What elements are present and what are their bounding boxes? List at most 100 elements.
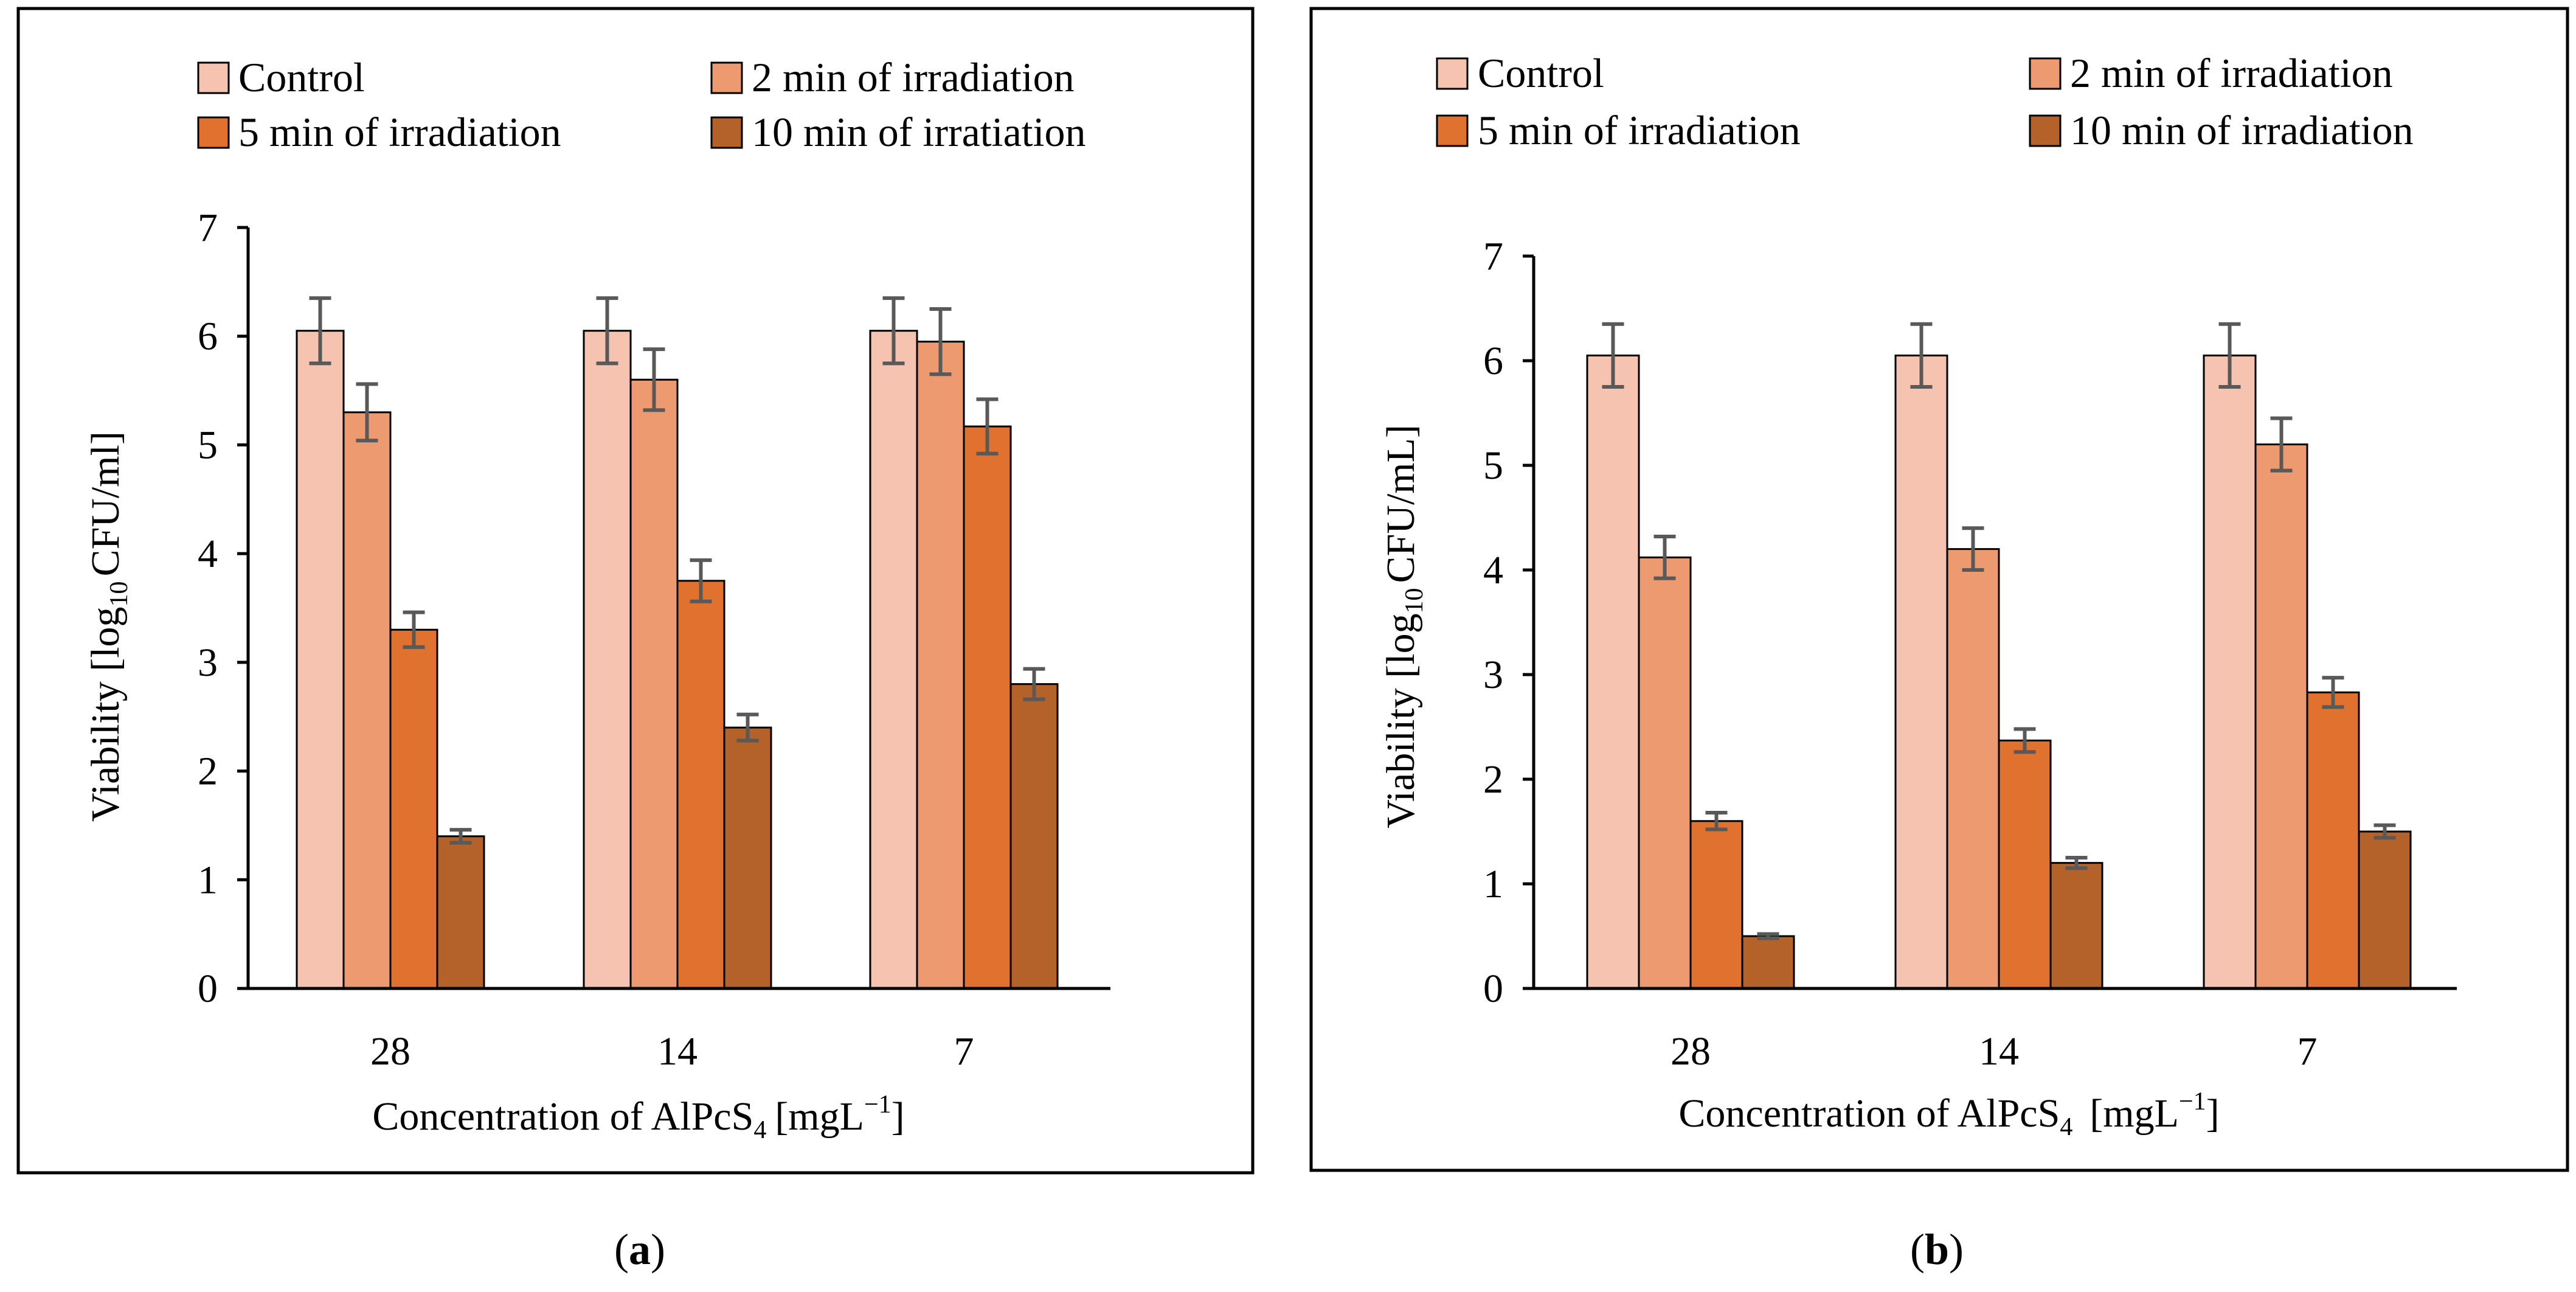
error-bar-a-7-s2 [976, 397, 999, 456]
x-axis-title-a-main: Concentration of AlPcS [372, 1094, 753, 1139]
x-axis-title-a: Concentration of AlPcS4 [mgL−1] [372, 1091, 904, 1144]
y-tick-label-a-4: 4 [198, 532, 218, 576]
y-tick-label-b-2: 2 [1483, 757, 1503, 802]
x-axis-title-b-end: ] [2206, 1091, 2220, 1136]
x-tick-label-a-28: 28 [370, 1029, 410, 1074]
y-tick-label-b-1: 1 [1483, 862, 1503, 906]
x-axis-title-a-sub: 4 [753, 1116, 766, 1144]
x-tick-label-a-14: 14 [657, 1029, 698, 1074]
legend-b-swatch-3 [2029, 114, 2062, 147]
bar-a-28-s3 [436, 835, 485, 990]
error-bar-b-7-s0 [2218, 322, 2241, 389]
y-tick-label-a-6: 6 [198, 314, 218, 359]
y-tick-label-b-5: 5 [1483, 443, 1503, 488]
legend-b-label-0: Control [1478, 50, 1604, 96]
panel-b-caption: (b) [1910, 1225, 1964, 1274]
y-tick-label-a-3: 3 [198, 641, 218, 685]
bar-a-7-s2 [963, 425, 1012, 990]
bar-a-28-s1 [342, 411, 392, 990]
y-tick-label-b-7: 7 [1483, 234, 1503, 279]
y-axis-title-b-main: Viability [log [1379, 613, 1423, 828]
legend-b-swatch-2 [1436, 114, 1469, 147]
bar-a-14-s0 [583, 330, 632, 990]
x-axis-title-b-sup: −1 [2179, 1088, 2206, 1116]
bar-a-7-s3 [1009, 683, 1059, 990]
legend-a-label-3: 10 min of irratiation [752, 109, 1086, 155]
plot-area-b: 28 14 7 0 1 2 3 4 5 6 7 [1483, 234, 2457, 1074]
error-bar-a-28-s1 [356, 382, 378, 443]
legend-a-swatch-1 [710, 61, 743, 94]
panel-a-caption: (a) [614, 1225, 665, 1274]
legend-a-swatch-0 [197, 61, 230, 94]
y-axis-title-b: Viability [log10 CFU/mL] [1379, 425, 1428, 828]
legend-b-swatch-0 [1436, 57, 1469, 90]
x-tick-label-b-28: 28 [1671, 1029, 1711, 1074]
bar-b-14-s1 [1946, 548, 2000, 990]
bar-b-14-s0 [1894, 354, 1948, 990]
bar-a-14-s2 [676, 580, 725, 990]
panel-b: Control 2 min of irradiation 5 min of ir… [1309, 7, 2569, 1274]
x-tick-label-a-7: 7 [954, 1029, 974, 1074]
y-tick-label-a-5: 5 [198, 423, 218, 467]
error-bar-b-7-s2 [2322, 676, 2344, 709]
y-axis-title-a-sub: 10 [105, 581, 133, 606]
error-bar-a-14-s0 [596, 296, 618, 366]
bar-b-28-s0 [1586, 354, 1640, 990]
error-bar-b-28-s3 [1757, 932, 1779, 940]
x-tick-label-b-14: 14 [1979, 1029, 2019, 1074]
panel-b-label: b [1925, 1225, 1949, 1274]
bar-b-7-s1 [2254, 443, 2308, 990]
error-bar-b-14-s1 [1962, 526, 1984, 572]
y-tick-label-a-7: 7 [198, 206, 218, 250]
y-axis-title-a: Viability [log10 CFU/ml] [83, 431, 133, 822]
error-bar-b-14-s3 [2065, 856, 2088, 870]
error-bar-a-7-s3 [1023, 667, 1045, 701]
legend-a-label-1: 2 min of irradiation [752, 54, 1075, 100]
bar-b-14-s2 [1998, 739, 2052, 990]
legend-a-label-2: 5 min of irradiation [238, 109, 561, 155]
legend-b-label-3: 10 min of irradiation [2070, 107, 2414, 153]
y-axis-title-b-sub: 10 [1401, 588, 1428, 613]
error-bar-b-28-s1 [1653, 534, 1676, 580]
bar-a-7-s1 [916, 341, 965, 990]
bar-a-14-s3 [723, 726, 772, 990]
error-bar-b-7-s1 [2270, 416, 2293, 473]
bar-b-28-s1 [1638, 556, 1692, 990]
legend-a-swatch-3 [710, 116, 743, 149]
error-bar-b-28-s0 [1602, 322, 1624, 389]
legend-b-label-1: 2 min of irradiation [2070, 50, 2393, 96]
error-bar-b-14-s0 [1910, 322, 1933, 389]
legend-a-label-0: Control [238, 54, 365, 100]
error-bar-a-14-s3 [736, 712, 759, 743]
panel-a: Control 2 min of irradiation 5 min of ir… [16, 7, 1255, 1274]
y-tick-label-b-0: 0 [1483, 967, 1503, 1011]
x-axis-title-b-sub: 4 [2060, 1113, 2072, 1141]
legend-b-swatch-1 [2029, 57, 2062, 90]
error-bar-a-28-s3 [449, 828, 472, 845]
bar-a-28-s2 [389, 628, 438, 990]
y-axis-title-a-main: Viability [log [83, 606, 128, 822]
bar-a-7-s0 [869, 330, 918, 990]
legend-b: Control 2 min of irradiation 5 min of ir… [1436, 50, 2414, 153]
y-tick-label-a-0: 0 [198, 967, 218, 1011]
x-axis-title-a-unit: [mgL [775, 1094, 864, 1139]
error-bar-b-14-s2 [2013, 727, 2036, 754]
bar-b-28-s3 [1741, 935, 1795, 990]
error-bar-a-14-s2 [690, 558, 712, 603]
x-axis-title-b: Concentration of AlPcS4 [mgL−1] [1678, 1088, 2219, 1141]
bar-b-28-s2 [1689, 820, 1743, 990]
error-bar-a-7-s1 [929, 307, 952, 377]
legend-a-swatch-2 [197, 116, 230, 149]
error-bar-b-7-s3 [2373, 823, 2396, 840]
plot-area-a: 28 14 7 0 1 2 3 4 5 6 7 [198, 206, 1110, 1074]
error-bar-b-28-s2 [1705, 811, 1728, 832]
bar-a-28-s0 [296, 330, 345, 990]
y-axis-title-b-end: CFU/mL] [1379, 425, 1423, 583]
x-axis-title-a-sup: −1 [864, 1091, 892, 1119]
x-axis-title-b-unit: [mgL [2090, 1091, 2179, 1136]
bar-b-7-s2 [2306, 691, 2360, 990]
x-axis-title-a-end: ] [892, 1094, 905, 1139]
y-tick-label-b-4: 4 [1483, 548, 1503, 592]
y-tick-label-a-1: 1 [198, 858, 218, 902]
